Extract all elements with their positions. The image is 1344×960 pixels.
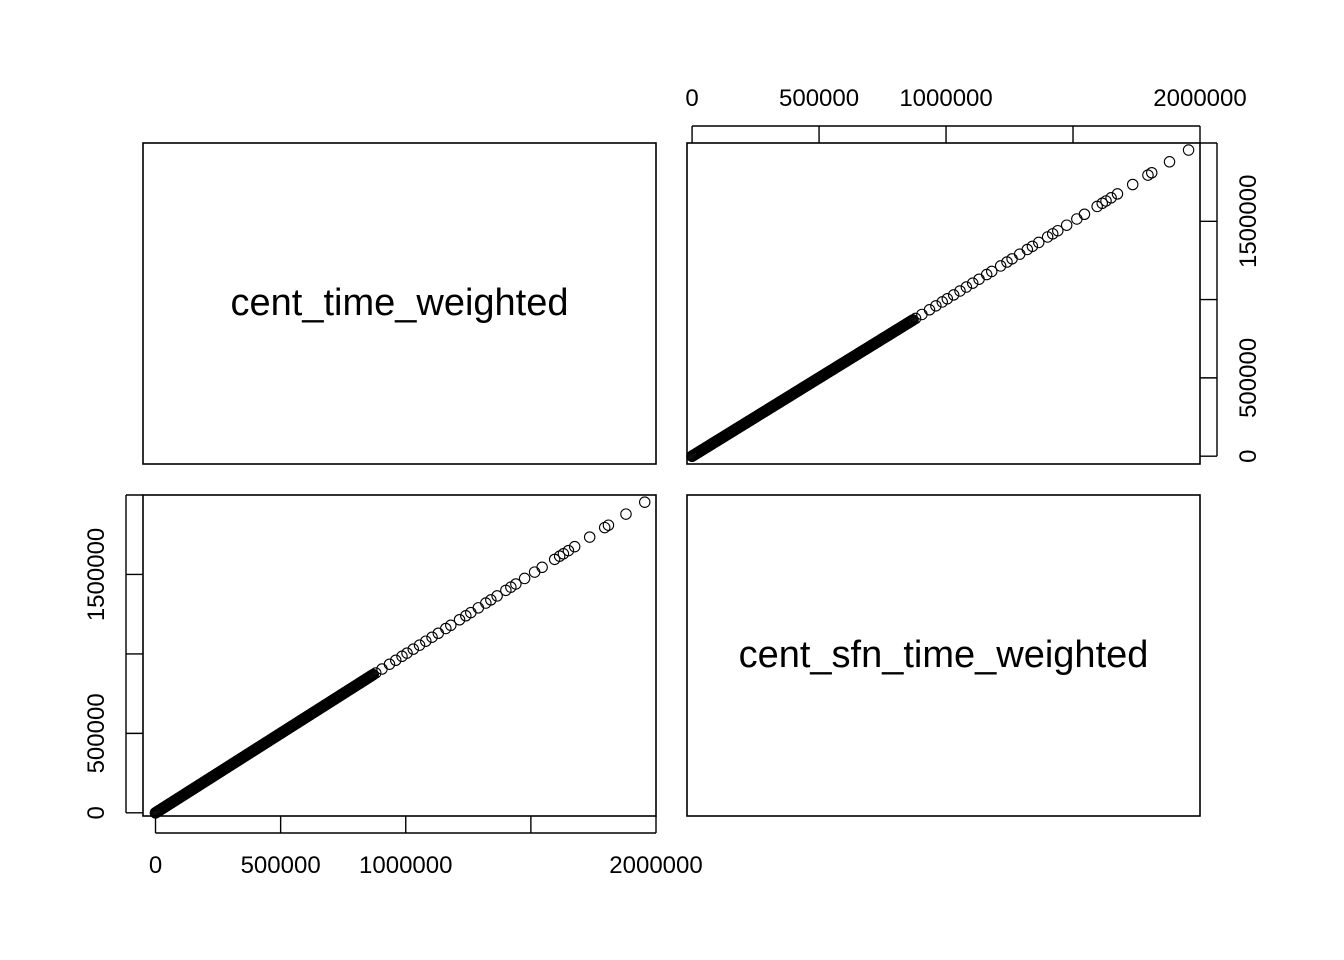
point-ll-16 bbox=[500, 584, 512, 597]
tick-label-bottom-2: 1000000 bbox=[359, 852, 452, 879]
panel-upper-right bbox=[686, 142, 1201, 465]
tick-label-top-1: 500000 bbox=[779, 85, 859, 112]
point-ur-12 bbox=[1071, 213, 1083, 225]
point-ll-30 bbox=[407, 643, 420, 655]
point-ll-29 bbox=[413, 639, 426, 651]
point-ur-5 bbox=[1126, 178, 1139, 191]
diag-label-2: cent_sfn_time_weighted bbox=[739, 634, 1149, 676]
tick-label-right-0: 0 bbox=[1235, 449, 1262, 462]
tick-label-left-0: 0 bbox=[83, 806, 110, 819]
point-ur-26 bbox=[973, 273, 985, 285]
tick-label-top-0: 0 bbox=[685, 85, 698, 112]
point-ll-17 bbox=[491, 590, 503, 602]
point-ll-22 bbox=[460, 610, 472, 622]
point-ur-32 bbox=[936, 296, 948, 308]
axis-top: 0 500000 1000000 2000000 bbox=[685, 85, 1247, 143]
point-ur-27 bbox=[966, 277, 979, 289]
point-ll-2 bbox=[620, 508, 632, 520]
point-ur-16 bbox=[1041, 231, 1054, 243]
point-ll-10 bbox=[548, 553, 561, 566]
point-ll-33 bbox=[389, 654, 402, 667]
point-ll-32 bbox=[396, 650, 408, 663]
point-ur-11 bbox=[1078, 208, 1091, 221]
point-ur-13 bbox=[1060, 219, 1073, 231]
axis-left: 0 500000 1500000 bbox=[83, 494, 143, 820]
point-ur-6 bbox=[1111, 188, 1124, 200]
point-ll-12 bbox=[528, 566, 541, 578]
point-ll-13 bbox=[518, 572, 531, 585]
point-ur-20 bbox=[1013, 248, 1026, 260]
point-ll-3 bbox=[602, 519, 615, 531]
point-ur-277 bbox=[907, 314, 919, 326]
panel-lower-left bbox=[142, 494, 657, 817]
point-ll-5 bbox=[583, 531, 596, 543]
tick-label-bottom-1: 500000 bbox=[241, 852, 321, 879]
panel-diag-2 bbox=[686, 494, 1201, 817]
point-ur-1 bbox=[1182, 144, 1195, 156]
tick-label-right-1: 500000 bbox=[1235, 338, 1262, 418]
point-ll-4 bbox=[598, 521, 611, 534]
tick-label-left-3: 1500000 bbox=[83, 528, 110, 621]
tick-label-left-1: 500000 bbox=[83, 693, 110, 773]
tick-label-top-2: 1000000 bbox=[899, 85, 992, 112]
point-ll-27 bbox=[426, 631, 438, 643]
tick-label-bottom-0: 0 bbox=[149, 852, 162, 879]
point-ll-28 bbox=[420, 635, 432, 647]
tick-label-bottom-4: 2000000 bbox=[609, 852, 702, 879]
panel-diag-1 bbox=[142, 142, 657, 465]
points-lower-left bbox=[149, 496, 651, 819]
point-ll-277 bbox=[367, 668, 379, 681]
point-ur-22 bbox=[1001, 256, 1013, 268]
point-ur-2 bbox=[1163, 156, 1176, 168]
point-ll-6 bbox=[568, 540, 581, 553]
point-ll-35 bbox=[376, 663, 388, 675]
point-ur-33 bbox=[930, 300, 942, 312]
point-ur-29 bbox=[954, 285, 966, 297]
axis-right: 0 500000 1500000 bbox=[1200, 142, 1262, 463]
diag-label-1: cent_time_weighted bbox=[231, 282, 569, 324]
point-ur-30 bbox=[947, 289, 960, 301]
point-ur-10 bbox=[1091, 200, 1103, 213]
point-ur-35 bbox=[916, 308, 928, 321]
point-ur-23 bbox=[994, 260, 1007, 272]
point-ur-4 bbox=[1142, 169, 1154, 181]
point-ll-1 bbox=[638, 496, 651, 508]
tick-label-top-4: 2000000 bbox=[1153, 85, 1246, 112]
point-ll-11 bbox=[536, 561, 548, 574]
point-ur-3 bbox=[1146, 167, 1158, 179]
point-ll-26 bbox=[432, 627, 445, 639]
point-ur-28 bbox=[960, 281, 973, 293]
point-ur-17 bbox=[1032, 236, 1045, 249]
point-ll-20 bbox=[472, 602, 485, 614]
point-ll-23 bbox=[453, 613, 466, 626]
points-upper-right bbox=[686, 144, 1195, 462]
tick-label-right-3: 1500000 bbox=[1235, 175, 1262, 268]
axis-bottom: 0 500000 1000000 2000000 bbox=[149, 816, 703, 879]
